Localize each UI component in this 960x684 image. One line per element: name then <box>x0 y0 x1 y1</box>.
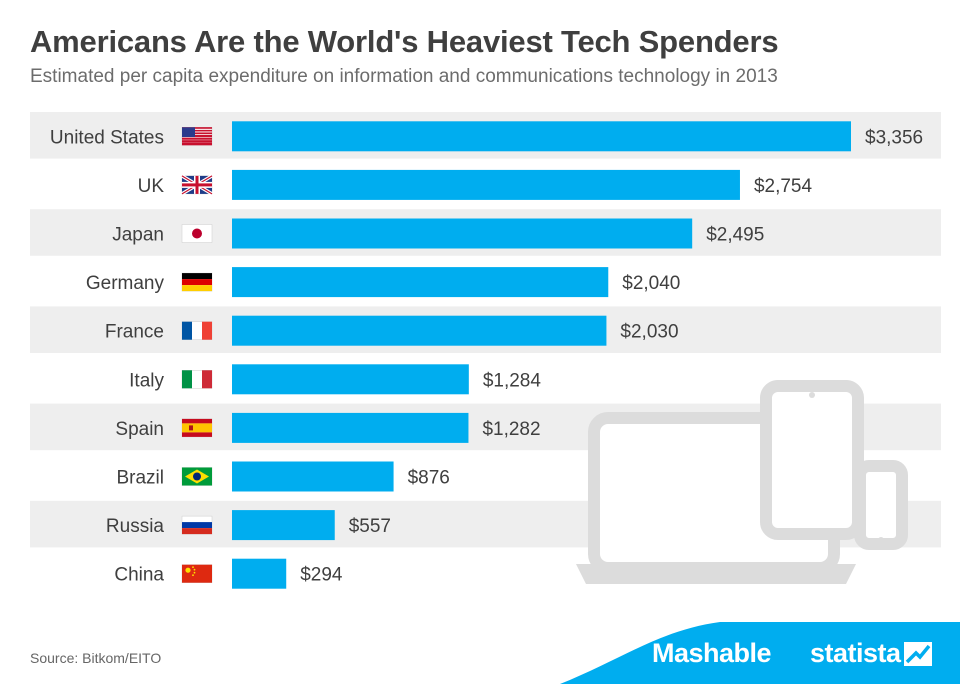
value-label: $1,282 <box>482 419 540 440</box>
china-flag-icon <box>181 564 213 583</box>
mashable-logo: Mashable <box>652 638 772 668</box>
chart-subtitle: Estimated per capita expenditure on info… <box>30 66 778 87</box>
category-label: Germany <box>86 273 165 294</box>
bar <box>232 218 693 249</box>
bar <box>232 364 469 395</box>
category-label: China <box>114 565 164 586</box>
category-label: United States <box>50 127 164 148</box>
category-label: UK <box>138 176 165 197</box>
value-label: $1,284 <box>483 370 542 391</box>
us-flag-icon <box>181 127 213 146</box>
bar <box>232 121 851 152</box>
category-label: Russia <box>106 516 165 537</box>
value-label: $557 <box>349 516 391 537</box>
value-label: $876 <box>408 468 450 489</box>
brazil-flag-icon <box>181 467 213 486</box>
value-label: $2,030 <box>620 322 678 343</box>
statista-mark-icon <box>904 642 932 666</box>
value-label: $2,040 <box>622 273 680 294</box>
bar <box>232 267 609 298</box>
device-illustration-icon <box>576 380 908 584</box>
uk-flag-icon <box>181 174 213 196</box>
bar <box>232 315 607 346</box>
france-flag-icon <box>181 321 213 340</box>
chart-title: Americans Are the World's Heaviest Tech … <box>30 24 779 59</box>
value-label: $2,495 <box>706 225 764 246</box>
value-label: $2,754 <box>754 176 813 197</box>
category-label: Spain <box>115 419 164 440</box>
japan-flag-icon <box>181 224 213 243</box>
bar <box>232 169 740 200</box>
bar <box>232 510 335 541</box>
bar <box>232 461 394 492</box>
statista-logo: statista <box>810 638 901 668</box>
spain-flag-icon <box>181 418 213 438</box>
germany-flag-icon <box>181 272 213 292</box>
source-note: Source: Bitkom/EITO <box>30 650 162 666</box>
italy-flag-icon <box>181 370 213 389</box>
category-label: Japan <box>112 225 164 246</box>
value-label: $294 <box>300 565 343 586</box>
category-label: Italy <box>129 370 164 391</box>
russia-flag-icon <box>181 515 213 535</box>
category-label: France <box>105 322 164 343</box>
bar <box>232 558 287 589</box>
bar <box>232 412 469 443</box>
category-label: Brazil <box>116 468 164 489</box>
value-label: $3,356 <box>865 127 923 148</box>
